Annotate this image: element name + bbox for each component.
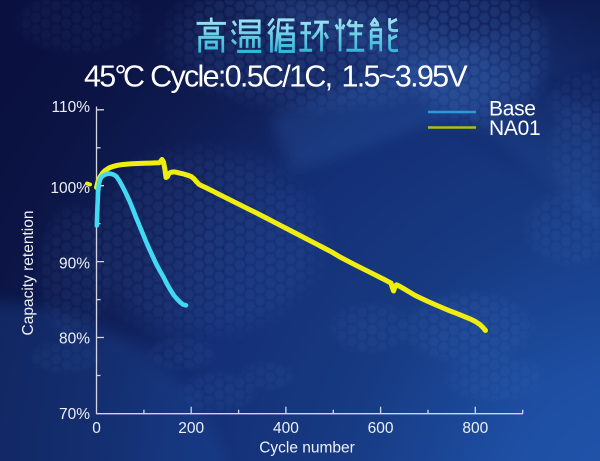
svg-text:200: 200 <box>178 420 204 437</box>
svg-text:100%: 100% <box>50 180 90 197</box>
svg-text:80%: 80% <box>59 330 90 347</box>
svg-text:Base: Base <box>489 97 536 120</box>
svg-text:45°C Cycle:0.5C/1C,1.5~3.95V: 45°C Cycle:0.5C/1C, 1.5~3.95V <box>84 60 468 94</box>
svg-text:600: 600 <box>368 420 394 437</box>
svg-text:Capacity retention: Capacity retention <box>20 211 37 336</box>
svg-text:70%: 70% <box>59 406 90 423</box>
svg-text:800: 800 <box>462 420 488 437</box>
svg-text:400: 400 <box>273 420 299 437</box>
svg-text:NA01: NA01 <box>489 117 540 140</box>
svg-text:90%: 90% <box>59 256 90 273</box>
svg-text:110%: 110% <box>52 99 91 116</box>
svg-text:Cycle number: Cycle number <box>259 440 355 457</box>
svg-text:0: 0 <box>92 420 101 437</box>
